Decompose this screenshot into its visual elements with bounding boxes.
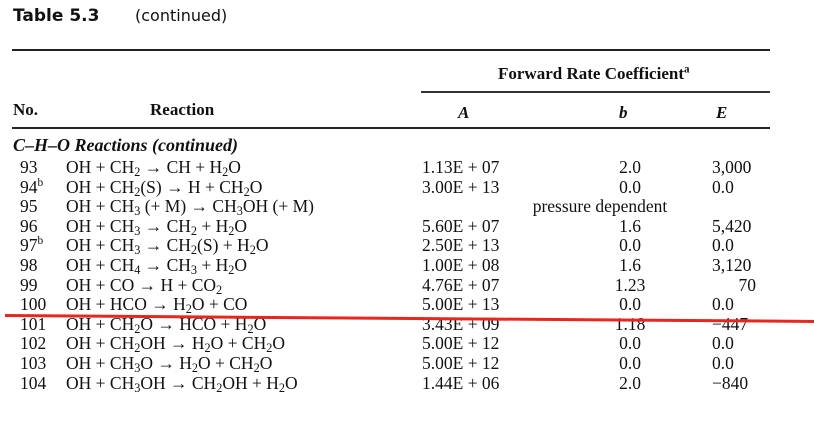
column-header-b: b: [619, 103, 628, 122]
table-row: 100 OH + HCO → H2O + CO 5.00E + 13 0.0 0.0: [0, 294, 814, 317]
rate-e-value: −447: [712, 313, 749, 334]
group-sub-rule: [421, 91, 770, 93]
reaction-equation: OH + CH4 → CH3 + H2O: [66, 255, 248, 278]
rate-e-value: 5,420: [712, 215, 752, 236]
column-header-reaction: Reaction: [150, 100, 215, 119]
rate-e-value: 0.0: [712, 353, 734, 373]
rate-e-value: 0.0: [712, 235, 734, 256]
table-label: Table 5.3: [13, 6, 100, 26]
reaction-equation: OH + CH2O → HCO + H2O: [66, 313, 267, 336]
table-row: 99 OH + CO → H + CO2 4.76E + 07 1.23 70: [0, 274, 814, 297]
rate-a-value: 4.76E + 07: [422, 274, 500, 295]
column-header-no: No.: [13, 100, 39, 119]
rate-b-value: 2.0: [619, 372, 641, 393]
rate-a-value: 1.13E + 07: [422, 157, 500, 177]
reaction-number: 94b: [20, 176, 44, 197]
top-rule: [12, 49, 770, 51]
rate-a-value: 2.50E + 13: [422, 235, 500, 256]
rate-e-value: 3,000: [712, 157, 752, 177]
rate-b-value: 0.0: [619, 333, 641, 354]
rate-b-value: 0.0: [619, 353, 641, 373]
table-row: 98 OH + CH4 → CH3 + H2O 1.00E + 08 1.6 3,120: [0, 255, 814, 278]
rate-a-value: 5.00E + 13: [422, 294, 500, 315]
rate-e-value: 0.0: [712, 176, 734, 197]
rate-b-value: 1.6: [619, 255, 641, 275]
rate-e-value: 3,120: [712, 255, 752, 275]
table-row: 103 OH + CH3O → H2O + CH2O 5.00E + 12 0.0 0.…: [0, 353, 814, 376]
reaction-equation: OH + HCO → H2O + CO: [66, 294, 248, 317]
reaction-number: 96: [20, 215, 38, 236]
rate-b-value: 1.6: [619, 215, 641, 236]
reaction-equation: OH + CH3OH → CH2OH + H2O: [66, 372, 298, 395]
footnote-marker: b: [37, 176, 44, 189]
reaction-number: 97b: [20, 235, 44, 256]
column-header-a: A: [458, 103, 470, 122]
rate-b-value: 1.23: [614, 274, 646, 295]
rate-note: pressure dependent: [532, 196, 668, 217]
rate-a-value: 3.00E + 13: [422, 176, 500, 197]
table-row: 93 OH + CH2 → CH + H2O 1.13E + 07 2.0 3,000: [0, 157, 814, 180]
reaction-number: 102: [20, 333, 47, 354]
reaction-equation: OH + CH3 (+ M) → CH3OH (+ M): [66, 196, 314, 219]
reaction-equation: OH + CH2(S) → H + CH2O: [66, 176, 263, 199]
table-row: 96 OH + CH3 → CH2 + H2O 5.60E + 07 1.6 5,420: [0, 215, 814, 238]
reaction-number: 93: [20, 157, 38, 177]
reaction-equation: OH + CH2 → CH + H2O: [66, 157, 241, 180]
reaction-number: 101: [20, 313, 47, 334]
rate-e-value: 70: [738, 274, 757, 295]
reaction-number: 100: [20, 294, 47, 315]
table-row: 97b OH + CH3 → CH2(S) + H2O 2.50E + 13 0.0 0…: [0, 235, 814, 258]
footnote-marker: b: [37, 235, 44, 248]
table-row: 95 OH + CH3 (+ M) → CH3OH (+ M) pressure d…: [0, 196, 814, 219]
group-header-label: Forward Rate Coefficient: [498, 64, 684, 83]
rate-e-value: −840: [712, 372, 749, 393]
footnote-marker: a: [684, 63, 690, 76]
rate-a-value: 5.00E + 12: [422, 353, 500, 373]
reaction-number: 103: [20, 353, 47, 373]
rate-a-value: 5.00E + 12: [422, 333, 500, 354]
rate-a-value: 5.60E + 07: [422, 215, 500, 236]
reaction-equation: OH + CH3 → CH2(S) + H2O: [66, 235, 269, 258]
reaction-equation: OH + CO → H + CO2: [66, 274, 223, 297]
rate-e-value: 0.0: [712, 294, 734, 315]
column-header-e: E: [716, 103, 728, 122]
rate-a-value: 1.00E + 08: [422, 255, 500, 275]
reaction-number: 98: [20, 255, 38, 275]
rate-b-value: 2.0: [619, 157, 641, 177]
rate-a-value: 1.44E + 06: [422, 372, 500, 393]
rate-b-value: 0.0: [619, 294, 641, 315]
rate-e-value: 0.0: [712, 333, 734, 354]
reaction-number: 104: [20, 372, 47, 393]
reaction-equation: OH + CH2OH → H2O + CH2O: [66, 333, 285, 356]
rate-b-value: 0.0: [619, 235, 641, 256]
reaction-number: 95: [20, 196, 38, 217]
reaction-equation: OH + CH3O → H2O + CH2O: [66, 353, 273, 376]
rate-b-value: 0.0: [619, 176, 641, 197]
reaction-equation: OH + CH3 → CH2 + H2O: [66, 215, 248, 238]
table-subtitle: (continued): [135, 6, 228, 25]
table-row: 104 OH + CH3OH → CH2OH + H2O 1.44E + 06 2.0…: [0, 372, 814, 395]
table-row: 102 OH + CH2OH → H2O + CH2O 5.00E + 12 0.0 0…: [0, 333, 814, 356]
table-row: 94b OH + CH2(S) → H + CH2O 3.00E + 13 0.0 0.…: [0, 176, 814, 199]
reaction-number: 99: [20, 274, 38, 295]
section-title: C–H–O Reactions (continued): [13, 135, 239, 155]
header-bottom-rule: [12, 127, 770, 129]
group-header-forward-rate: Forward Rate Coefficienta: [498, 64, 690, 84]
